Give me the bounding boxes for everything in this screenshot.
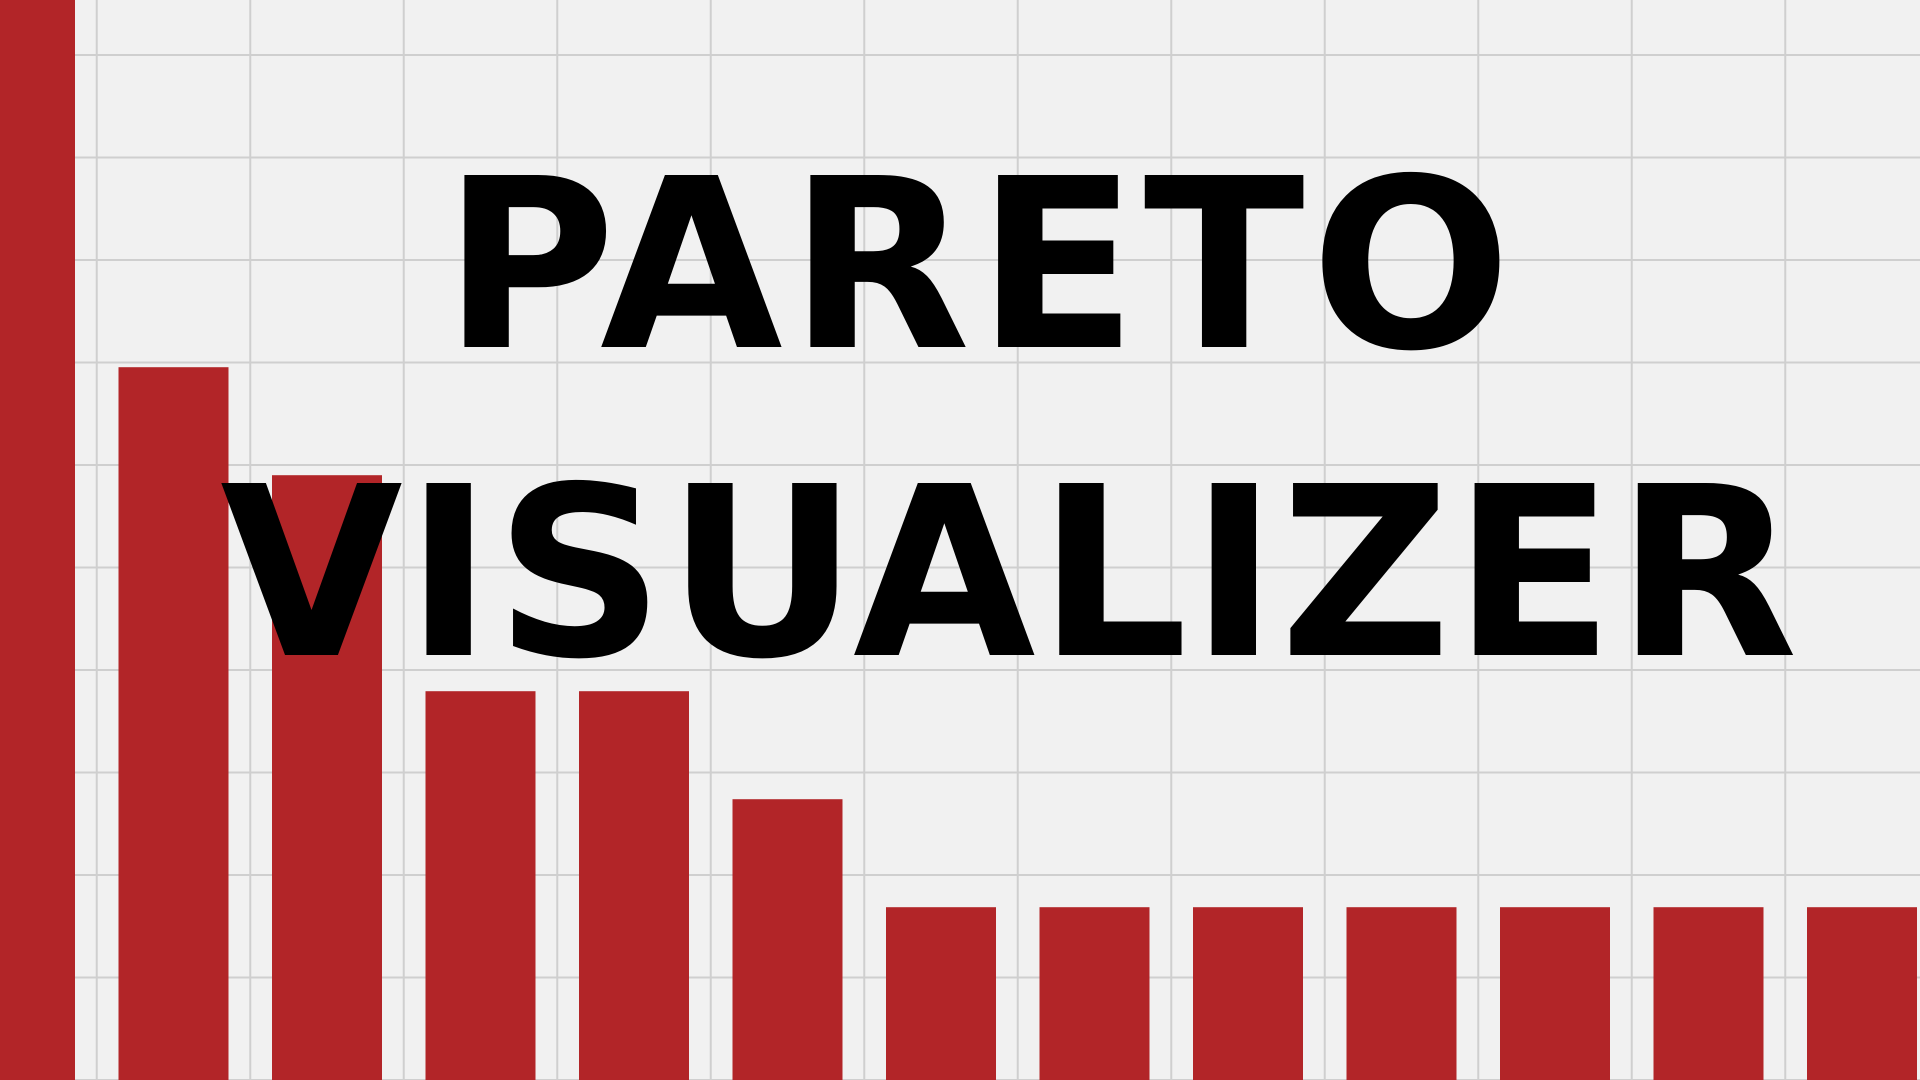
bar-7 — [886, 907, 996, 1080]
title-line-2: VISUALIZER — [220, 436, 1800, 711]
bar-10 — [1346, 907, 1457, 1080]
bar-3 — [272, 475, 382, 1080]
title-line-1: PARETO — [442, 128, 1518, 403]
bar-8 — [1039, 907, 1150, 1080]
bar-11 — [1500, 907, 1610, 1080]
bar-1 — [0, 0, 75, 1080]
bar-6 — [732, 799, 843, 1080]
bar-2 — [118, 367, 229, 1080]
bar-9 — [1193, 907, 1303, 1080]
bar-12 — [1653, 907, 1764, 1080]
bar-13 — [1807, 907, 1917, 1080]
bar-5 — [579, 691, 689, 1080]
bar-4 — [425, 691, 536, 1080]
